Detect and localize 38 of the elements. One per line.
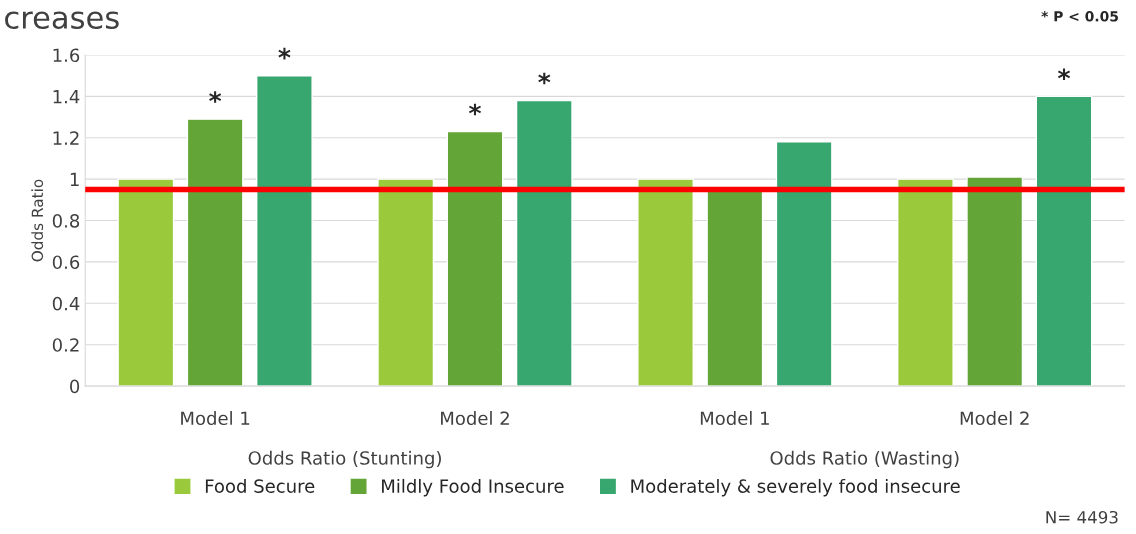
bar: [186, 118, 244, 387]
bar: [1035, 95, 1093, 387]
chart-title: creases: [5, 11, 119, 29]
annotation: *: [209, 91, 222, 103]
y-tick-label: 1: [70, 172, 79, 187]
legend-label: Moderately & severely food insecure: [631, 478, 960, 497]
x-tick-label: Model 1: [181, 411, 250, 426]
annotation: *: [538, 72, 551, 85]
annotation: *: [468, 103, 482, 116]
x-tick-label: Model 1: [700, 411, 769, 426]
legend-label: Food Secure: [205, 478, 315, 493]
text: * P < 0.05: [1041, 11, 1118, 22]
y-axis-title: Odds Ratio: [31, 179, 44, 262]
y-tick-label: 1.6: [53, 48, 80, 63]
y-tick-label: 0: [70, 379, 80, 394]
bar: [966, 176, 1024, 387]
text: Odds Ratio (Stunting): [248, 450, 441, 469]
bar: [117, 178, 175, 387]
text: Odds Ratio (Wasting): [770, 450, 959, 469]
y-tick-label: 0.6: [52, 255, 80, 270]
bar: [256, 74, 313, 387]
annotation: *: [1057, 68, 1071, 81]
x-tick-label: Model 2: [441, 411, 509, 426]
bar: [897, 178, 954, 387]
annotation: *: [278, 47, 291, 60]
bar: [515, 99, 573, 387]
text: N= 4493: [1046, 510, 1118, 524]
bar: [775, 141, 833, 387]
bar: [377, 178, 435, 387]
legend-label: Mildly Food Insecure: [382, 478, 564, 497]
x-tick-label: Model 2: [960, 411, 1029, 426]
y-tick-label: 0.8: [52, 214, 80, 228]
y-tick-label: 0.2: [52, 338, 79, 352]
bar: [637, 178, 694, 387]
y-tick-label: 1.4: [53, 90, 80, 104]
bar: [446, 130, 504, 387]
y-tick-label: 1.2: [53, 131, 79, 145]
y-tick-label: 0.4: [52, 296, 80, 311]
